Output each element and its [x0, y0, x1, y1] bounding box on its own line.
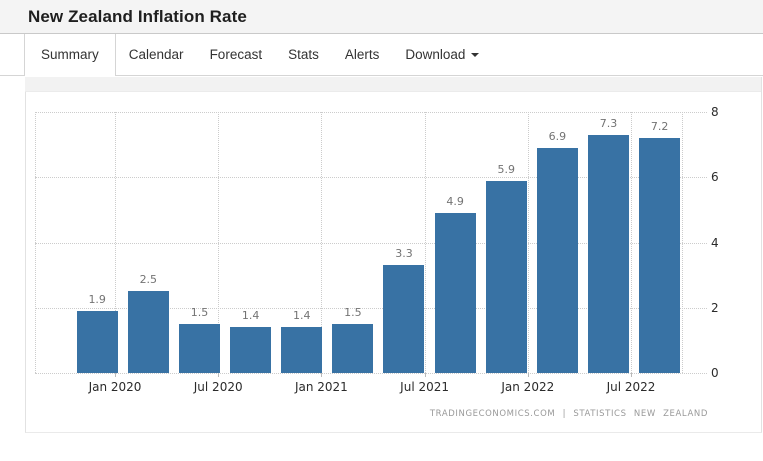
bar[interactable] — [434, 213, 476, 373]
y-axis-tick-label: 0 — [711, 366, 719, 380]
x-axis-tick-label: Jan 2020 — [88, 380, 142, 394]
page-title: New Zealand Inflation Rate — [28, 7, 247, 26]
tab-label: Calendar — [128, 47, 184, 62]
bar[interactable] — [536, 147, 578, 373]
gridline-vertical — [682, 112, 683, 373]
gridline-horizontal — [35, 242, 707, 244]
bar-value-label: 1.5 — [190, 306, 209, 320]
bar-chart: 0 2 4 6 8 Jan 2020 Jul 2020 Jan 2021 Jul 2021 Jan… — [35, 105, 719, 394]
bar-value-label: 1.9 — [88, 293, 106, 307]
bar-value-label: 1.4 — [292, 309, 311, 323]
y-axis-tick-label: 4 — [711, 235, 719, 250]
bar[interactable] — [587, 134, 629, 373]
bar[interactable] — [127, 291, 169, 373]
x-axis-tick-label: Jul 2020 — [193, 380, 243, 394]
bar-value-label: 1.5 — [344, 306, 362, 320]
bar-value-label: 5.9 — [497, 162, 515, 176]
bar-value-label: 7.3 — [599, 116, 618, 130]
tab-stats[interactable]: Stats — [275, 34, 332, 75]
bar[interactable] — [639, 138, 681, 373]
bar[interactable] — [178, 324, 220, 373]
bar[interactable] — [485, 180, 527, 373]
gridline-vertical — [321, 112, 323, 373]
bar[interactable] — [76, 311, 118, 373]
y-axis-tick-label: 6 — [711, 170, 719, 185]
bar-value-label: 1.4 — [241, 309, 260, 323]
bar-value-label: 2.5 — [139, 273, 158, 287]
chart-source-attribution: TRADINGECONOMICS.COM | STATISTICS NEW ZE… — [429, 409, 708, 419]
x-axis-tick-mark — [115, 373, 116, 377]
tab-label: Summary — [41, 47, 99, 62]
bar-value-label: 4.9 — [446, 195, 464, 209]
tab-calendar[interactable]: Calendar — [116, 34, 197, 75]
title-bar: New Zealand Inflation Rate — [0, 0, 763, 34]
tab-label: Stats — [288, 47, 319, 62]
bar[interactable] — [383, 265, 425, 373]
tab-label: Download — [405, 47, 466, 62]
tab-alerts[interactable]: Alerts — [332, 34, 393, 75]
chart-toolbar-strip — [25, 77, 761, 92]
bar-value-label: 3.3 — [395, 247, 413, 261]
x-axis-tick-mark — [218, 373, 220, 377]
bar[interactable] — [230, 327, 272, 373]
x-axis-tick-label: Jul 2022 — [606, 380, 656, 394]
x-axis-tick-mark — [631, 373, 632, 377]
y-axis-tick-label: 2 — [711, 300, 719, 315]
x-axis-tick-label: Jan 2021 — [294, 380, 348, 394]
tab-summary[interactable]: Summary — [24, 34, 116, 76]
gridline-vertical — [35, 112, 36, 373]
gridline-horizontal — [35, 177, 707, 179]
bar[interactable] — [281, 327, 323, 373]
bar[interactable] — [332, 324, 374, 373]
gridline-horizontal — [35, 373, 707, 374]
x-axis-tick-mark — [321, 373, 323, 377]
gridline-horizontal — [35, 112, 707, 113]
gridline-vertical — [527, 112, 529, 373]
tab-label: Alerts — [344, 47, 380, 62]
gridline-vertical — [218, 112, 220, 373]
x-axis-tick-mark — [424, 373, 426, 377]
y-axis-tick-label: 8 — [711, 105, 719, 119]
x-axis-tick-mark — [527, 373, 529, 377]
caret-down-icon — [471, 53, 480, 57]
tab-bar: Summary Calendar Forecast Stats Alerts Downlo… — [0, 34, 763, 76]
x-axis-tick-label: Jan 2022 — [501, 380, 555, 394]
tab-label: Forecast — [209, 47, 263, 62]
tab-download[interactable]: Download — [392, 34, 492, 75]
bar-value-label: 7.2 — [650, 120, 669, 134]
tab-forecast[interactable]: Forecast — [197, 34, 276, 75]
gridline-vertical — [424, 112, 426, 373]
x-axis-tick-label: Jul 2021 — [400, 380, 450, 394]
gridline-horizontal — [35, 307, 707, 309]
bar-value-label: 6.9 — [548, 129, 567, 143]
gridline-vertical — [115, 112, 116, 373]
gridline-vertical — [631, 112, 632, 373]
